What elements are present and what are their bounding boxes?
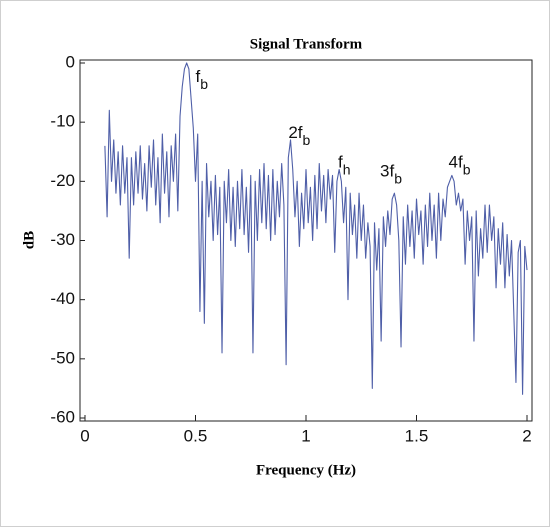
x-tick-label: 1.5 <box>405 426 429 445</box>
annotation-text: f <box>338 153 343 172</box>
y-tick-label: -40 <box>50 289 75 308</box>
y-tick-label: 0 <box>66 52 75 71</box>
annotation-text: 3f <box>380 162 394 181</box>
chart-title: Signal Transform <box>250 36 363 52</box>
annotation-subscript: b <box>394 170 402 186</box>
x-tick-label: 0.5 <box>184 426 208 445</box>
annotation-text: 2f <box>288 123 302 142</box>
y-tick-label: -30 <box>50 230 75 249</box>
y-tick-label: -10 <box>50 112 75 131</box>
annotation-text: 4f <box>449 153 463 172</box>
y-tick-label: -60 <box>50 407 75 426</box>
annotation: fb <box>196 67 209 91</box>
annotation: 2fb <box>288 123 310 147</box>
x-tick-label: 0 <box>80 426 89 445</box>
annotation-text: f <box>196 67 201 86</box>
annotation-subscript: h <box>343 161 351 177</box>
x-tick-label: 1 <box>301 426 310 445</box>
x-axis-label: Frequency (Hz) <box>256 462 356 478</box>
annotation-subscript: b <box>303 132 311 148</box>
plot-area <box>79 59 533 422</box>
annotation: 3fb <box>380 162 402 186</box>
annotation-subscript: b <box>463 161 471 177</box>
annotation: fh <box>338 153 351 177</box>
y-axis-label: dB <box>21 231 37 249</box>
annotation-subscript: b <box>200 75 208 91</box>
y-tick-label: -20 <box>50 171 75 190</box>
spectrum-line <box>104 62 528 395</box>
y-tick-label: -50 <box>50 348 75 367</box>
annotation: 4fb <box>449 153 471 177</box>
x-tick-label: 2 <box>522 426 531 445</box>
